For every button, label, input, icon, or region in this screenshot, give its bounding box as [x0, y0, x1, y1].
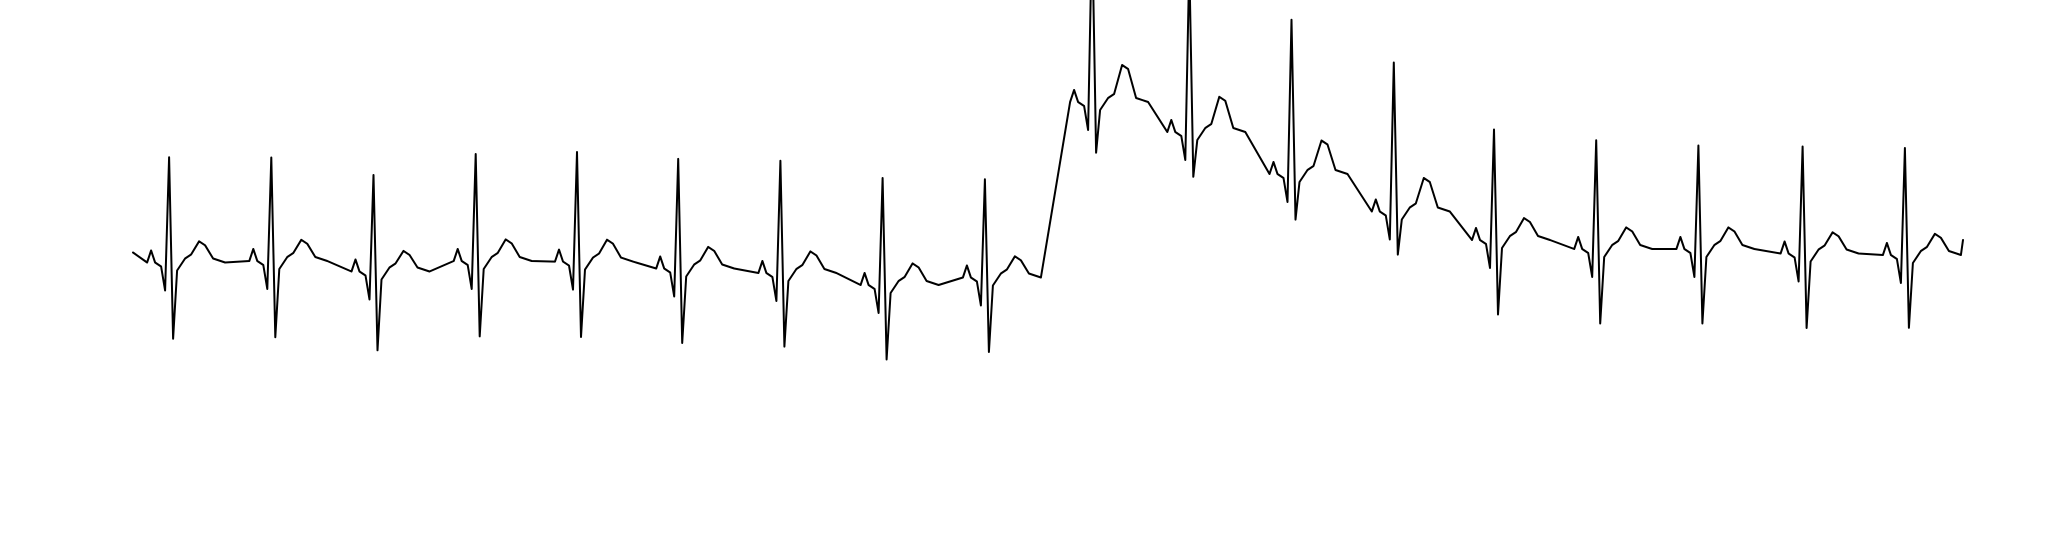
ecg-trace-line	[132, 0, 1964, 361]
